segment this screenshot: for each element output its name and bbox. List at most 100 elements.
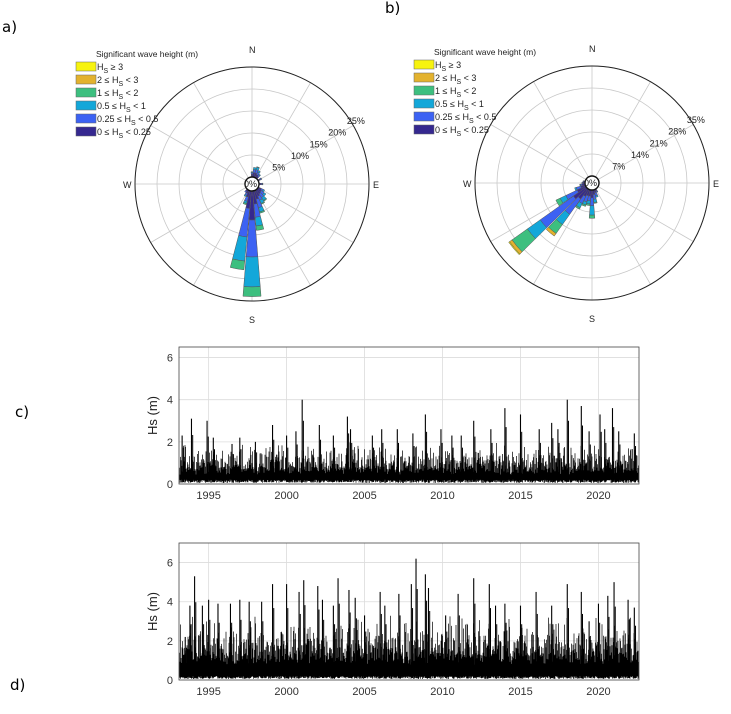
- rose-bar-segment: [262, 189, 266, 193]
- legend-label: 2 ≤ HS < 3: [97, 75, 138, 88]
- y-tick-label: 0: [167, 675, 173, 687]
- rose-bar-segment: [242, 202, 247, 206]
- rose-center-circle: [244, 176, 260, 192]
- legend-label: HS ≥ 3: [435, 60, 461, 73]
- rose-bar-segment: [574, 187, 578, 191]
- x-tick-label: 2015: [508, 686, 532, 698]
- x-tick-label: 2000: [274, 490, 298, 502]
- rose-bar-segment: [244, 190, 248, 193]
- legend-label: 0.25 ≤ HS < 0.5: [97, 114, 158, 127]
- axes-box: [178, 542, 640, 681]
- rose-bar-segment: [589, 205, 595, 216]
- timeseries-d: 1995 2000 2005 2010 2015 2020 0 2 4 6 Hs (m): [145, 542, 640, 698]
- rose-spoke: [257, 125, 354, 181]
- rose-bar-segment: [258, 173, 261, 177]
- rose-legend: Significant wave height (m) HS ≥ 32 ≤ HS …: [413, 47, 536, 138]
- x-tick-label: 2010: [430, 490, 454, 502]
- ring-label: 25%: [347, 116, 365, 126]
- rose-bar-segment: [582, 180, 585, 183]
- legend-swatch: [75, 87, 97, 98]
- legend-label: 0.25 ≤ HS < 0.5: [435, 112, 496, 125]
- legend-swatch: [413, 72, 435, 83]
- panel-label-c: c): [15, 403, 29, 421]
- ring-label: 7%: [612, 162, 625, 172]
- compass-north: N: [249, 45, 256, 55]
- y-tick-label: 2: [167, 437, 173, 449]
- panel-label-d: d): [10, 676, 25, 694]
- legend-title: Significant wave height (m): [434, 47, 536, 57]
- rose-bar-segment: [575, 205, 581, 210]
- legend-swatch: [413, 98, 435, 109]
- legend-label: 0.5 ≤ HS < 1: [97, 101, 146, 114]
- rose-bar-segment: [555, 197, 564, 207]
- legend-label: 0 ≤ HS < 0.25: [435, 125, 489, 138]
- rose-bar-segment: [593, 201, 598, 204]
- wave-rose-b: 0% 7% 14%21%28%35% N S E W Significant wave hei…: [413, 44, 719, 324]
- x-tick-label: 2005: [352, 686, 376, 698]
- rose-spoke: [597, 124, 694, 180]
- y-axis-label: Hs (m): [145, 396, 160, 435]
- rose-bar-segment: [256, 166, 260, 169]
- legend-label: 1 ≤ HS < 2: [435, 86, 476, 99]
- rose-bar-segment: [250, 172, 254, 175]
- legend-label: 2 ≤ HS < 3: [435, 73, 476, 86]
- rose-spoke: [533, 81, 589, 178]
- legend-swatch: [75, 61, 97, 72]
- ring-label: 14%: [631, 150, 649, 160]
- ring-label: 0%: [244, 179, 257, 189]
- compass-east: E: [713, 179, 719, 189]
- rose-bar-segment: [260, 177, 263, 180]
- panel-label-a: a): [2, 18, 17, 36]
- compass-south: S: [249, 315, 255, 325]
- rose-spoke: [255, 82, 311, 179]
- legend-label: 0 ≤ HS < 0.25: [97, 127, 151, 140]
- rose-outer-circle: [474, 65, 710, 301]
- rose-bar-segment: [595, 194, 599, 198]
- x-tick-label: 2020: [586, 686, 610, 698]
- x-tick-label: 1995: [196, 490, 220, 502]
- x-tick-label: 2015: [508, 490, 532, 502]
- rose-bar-segment: [242, 286, 262, 297]
- y-tick-label: 0: [167, 479, 173, 491]
- ring-label: 28%: [668, 127, 686, 137]
- compass-south: S: [589, 314, 595, 324]
- rose-bar-segment: [579, 183, 581, 187]
- rose-spoke: [255, 189, 311, 286]
- legend-swatch: [413, 85, 435, 96]
- x-tick-label: 2000: [274, 686, 298, 698]
- legend-swatch: [75, 100, 97, 111]
- rose-spoke: [597, 186, 694, 242]
- rose-bar-segment: [243, 194, 247, 198]
- y-tick-label: 4: [167, 597, 173, 609]
- rose-bar-segment: [260, 201, 266, 205]
- rose-bar-segment: [263, 198, 268, 202]
- rose-spoke: [193, 189, 249, 286]
- legend-label: HS ≥ 3: [97, 62, 123, 75]
- ring-label: 10%: [291, 151, 309, 161]
- ring-label: 21%: [650, 138, 668, 148]
- rose-bar-segment: [581, 181, 584, 185]
- rose-bar-segment: [588, 214, 596, 219]
- rose-bar-segment: [250, 171, 254, 173]
- timeseries-c: 1995 2000 2005 2010 2015 2020 0 2 4 6 Hs (m): [145, 346, 640, 502]
- compass-west: W: [463, 179, 472, 189]
- ring-label: 15%: [310, 139, 328, 149]
- compass-west: W: [123, 180, 132, 190]
- hs-trace: [179, 442, 639, 483]
- rose-bar-segment: [262, 192, 267, 197]
- ring-label: 5%: [272, 163, 285, 173]
- legend-swatch: [75, 74, 97, 85]
- legend-swatch: [75, 126, 97, 137]
- compass-east: E: [373, 180, 379, 190]
- legend-swatch: [413, 124, 435, 135]
- rose-spoke: [150, 187, 247, 243]
- rose-spoke: [150, 125, 247, 181]
- rose-bar-segment: [545, 226, 557, 237]
- y-axis-label: Hs (m): [145, 592, 160, 631]
- y-tick-label: 2: [167, 636, 173, 648]
- legend-title: Significant wave height (m): [96, 49, 198, 59]
- ring-label: 20%: [328, 128, 346, 138]
- legend-swatch: [75, 113, 97, 124]
- ring-label: 35%: [687, 115, 705, 125]
